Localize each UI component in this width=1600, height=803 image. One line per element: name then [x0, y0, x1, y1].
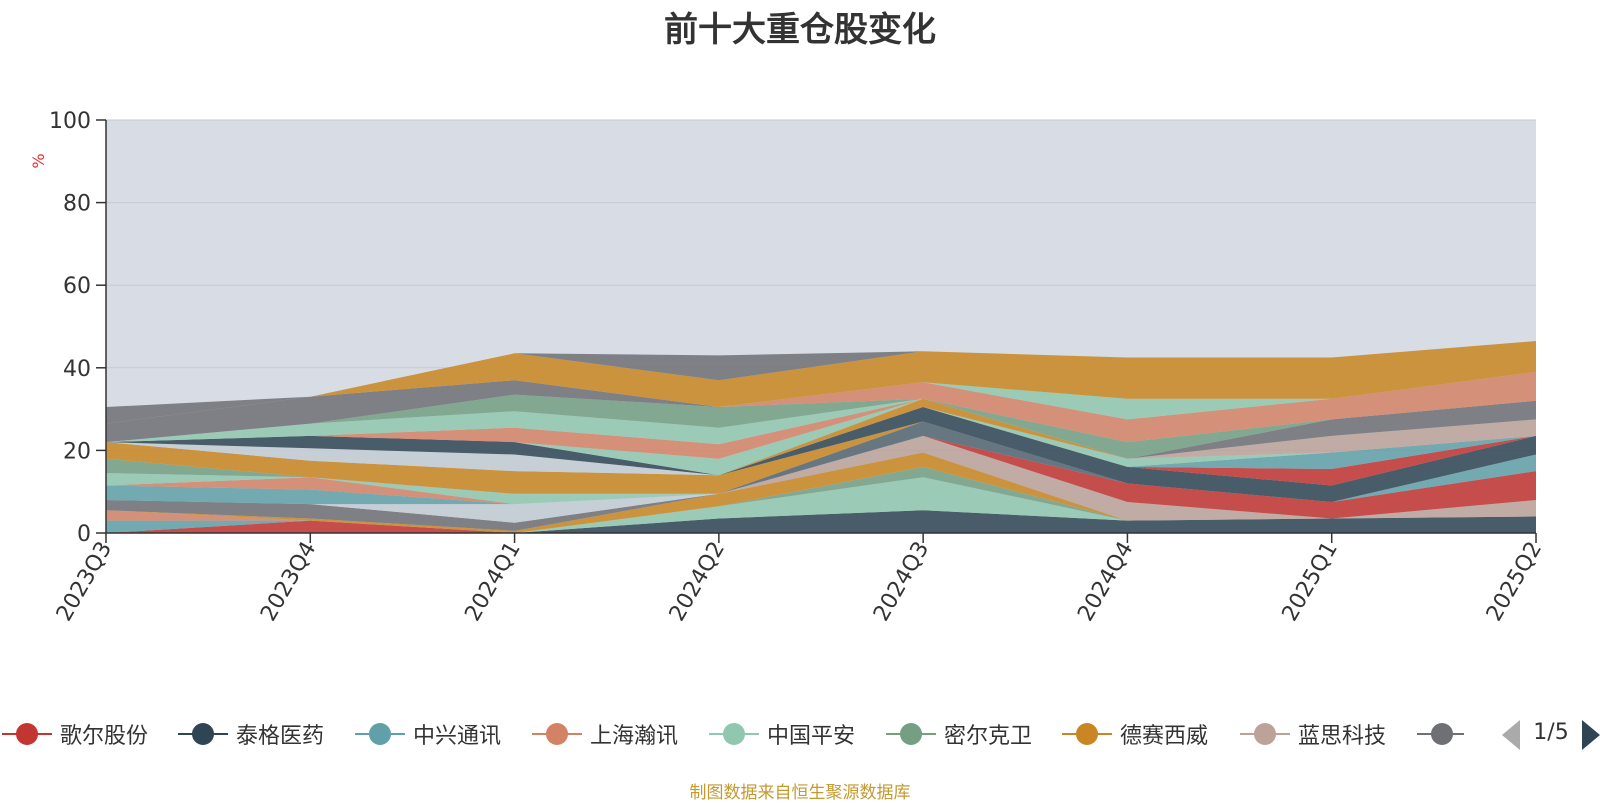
legend-prev-page-icon[interactable] [1502, 720, 1520, 750]
area-series-1 [106, 510, 1536, 533]
area-series-35 [106, 341, 1536, 424]
area-series-33 [106, 371, 1536, 424]
legend-label: 蓝思科技 [1298, 724, 1387, 749]
data-source-note: 制图数据来自恒生聚源数据库 [689, 783, 911, 803]
legend-swatch [886, 722, 936, 746]
legend-label: 中国平安 [767, 724, 856, 749]
area-series-29 [106, 380, 1536, 459]
y-axis-unit-label: % [29, 153, 48, 168]
area-series-7 [106, 435, 1536, 531]
legend-item-ping-an[interactable]: 中国平安 [709, 718, 855, 750]
area-series-32 [106, 371, 1536, 443]
legend-overflow-clip: i [1412, 718, 1464, 752]
legend-item-lens-tech[interactable]: 蓝思科技 [1240, 718, 1386, 750]
area-series-28 [106, 394, 1536, 459]
y-tick-label: 80 [63, 192, 91, 217]
legend-item-milkyway[interactable]: 密尔克卫 [886, 718, 1032, 750]
area-series-20 [106, 407, 1536, 476]
area-series-9 [106, 435, 1536, 523]
area-series-27 [106, 398, 1536, 459]
legend-item-tigermed[interactable]: 泰格医药 [178, 718, 324, 750]
legend-page-indicator: 1/5 [1533, 720, 1569, 745]
legend-item-goertek[interactable]: 歌尔股份 [2, 718, 148, 750]
legend-next-page-icon[interactable] [1582, 720, 1600, 750]
area-series-34 [106, 341, 1536, 424]
legend-swatch [532, 722, 582, 746]
x-tick-label: 2024Q2 [665, 538, 730, 626]
legend-label: 密尔克卫 [944, 724, 1033, 749]
legend-label: 德赛西威 [1120, 724, 1209, 749]
legend-item-shanghai-hanxun[interactable]: 上海瀚讯 [532, 718, 678, 750]
legend-label: 泰格医药 [236, 724, 325, 749]
area-series-21 [106, 407, 1536, 476]
y-tick-label: 0 [77, 522, 91, 547]
legend-label: 上海瀚讯 [590, 724, 679, 749]
y-tick-label: 100 [49, 109, 91, 134]
legend-swatch [1240, 722, 1290, 746]
legend-swatch [1417, 722, 1464, 746]
area-series-group [106, 341, 1536, 533]
legend-swatch [178, 722, 228, 746]
legend-label: 歌尔股份 [60, 724, 149, 749]
x-tick-label: 2024Q4 [1073, 538, 1138, 626]
x-tick-label: 2024Q3 [869, 538, 934, 626]
area-series-24 [106, 398, 1536, 476]
x-tick-label: 2023Q3 [52, 538, 117, 626]
area-series-17 [106, 407, 1536, 502]
area-series-25 [106, 398, 1536, 459]
x-tick-label: 2025Q1 [1278, 538, 1343, 626]
x-tick-label: 2023Q4 [256, 538, 321, 626]
legend-item-zte[interactable]: 中兴通讯 [355, 718, 501, 750]
legend-item-truncated[interactable]: i [1417, 718, 1464, 750]
x-tick-label: 2025Q2 [1482, 538, 1547, 626]
y-tick-label: 20 [63, 439, 91, 464]
area-series-0 [106, 520, 1536, 533]
legend-swatch [355, 722, 405, 746]
legend-swatch [2, 722, 52, 746]
y-tick-label: 40 [63, 357, 91, 382]
area-series-16 [106, 421, 1536, 502]
area-series-12 [106, 421, 1536, 505]
chart-title: 前十大重仓股变化 [664, 10, 936, 50]
legend-item-desay-sv[interactable]: 德赛西威 [1062, 718, 1208, 750]
legend-label: 中兴通讯 [413, 724, 502, 749]
area-series-22 [106, 407, 1536, 476]
legend-swatch [709, 722, 759, 746]
y-tick-label: 60 [63, 274, 91, 299]
area-series-30 [106, 380, 1536, 459]
x-tick-label: 2024Q1 [460, 538, 525, 626]
area-series-4 [106, 477, 1536, 533]
legend-swatch [1062, 722, 1112, 746]
